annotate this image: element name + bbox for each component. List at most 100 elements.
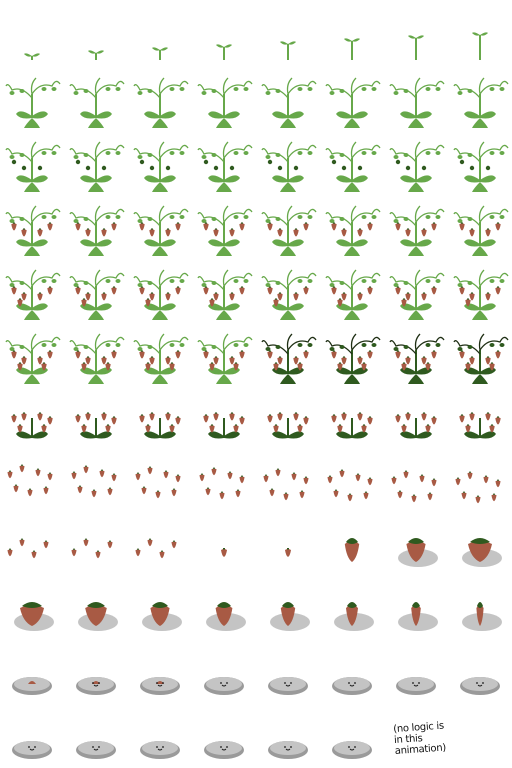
animation-frame — [0, 128, 64, 192]
animation-frame — [64, 640, 128, 704]
animation-frame — [256, 512, 320, 576]
sprite-icon — [460, 677, 500, 695]
sprite-icon — [455, 471, 501, 504]
sprite-icon — [88, 50, 104, 60]
animation-frame — [192, 128, 256, 192]
sprite-icon — [152, 47, 168, 60]
sprite-icon — [332, 741, 372, 759]
sprite-icon — [389, 77, 445, 128]
animation-frame — [192, 640, 256, 704]
animation-frame — [64, 192, 128, 256]
animation-frame — [320, 512, 384, 576]
sprite-icon — [261, 77, 317, 128]
sprite-icon — [389, 141, 445, 192]
sprite-icon — [133, 333, 189, 384]
animation-frame — [128, 256, 192, 320]
animation-frame — [128, 640, 192, 704]
animation-frame — [128, 192, 192, 256]
animation-frame — [192, 320, 256, 384]
animation-frame — [448, 192, 512, 256]
sprite-icon — [5, 269, 61, 320]
sprite-icon — [389, 333, 445, 384]
animation-frame — [320, 384, 384, 448]
sprite-icon — [398, 602, 438, 631]
sprite-icon — [69, 205, 125, 256]
sprite-icon — [344, 38, 360, 60]
sprite-icon — [14, 602, 54, 631]
animation-frame — [256, 0, 320, 64]
animation-frame — [192, 384, 256, 448]
sprite-icon — [325, 77, 381, 128]
animation-frame — [384, 192, 448, 256]
sprite-icon — [5, 205, 61, 256]
sprite-icon — [325, 333, 381, 384]
animation-frame — [384, 64, 448, 128]
sprite-icon — [139, 412, 181, 439]
animation-frame — [256, 448, 320, 512]
animation-frame — [0, 576, 64, 640]
animation-frame — [320, 64, 384, 128]
animation-frame — [384, 448, 448, 512]
animation-frame — [448, 256, 512, 320]
animation-frame — [256, 256, 320, 320]
sprite-icon — [344, 538, 360, 562]
sprite-icon — [135, 466, 181, 499]
animation-frame — [64, 512, 128, 576]
sprite-icon — [24, 53, 40, 60]
animation-frame — [448, 640, 512, 704]
animation-frame — [448, 64, 512, 128]
sprite-icon — [197, 205, 253, 256]
sprite-icon — [270, 602, 310, 631]
sprite-icon — [71, 465, 117, 498]
animation-frame — [320, 192, 384, 256]
sprite-icon — [76, 677, 116, 695]
sprite-icon — [69, 141, 125, 192]
animation-frame — [448, 320, 512, 384]
animation-frame — [128, 64, 192, 128]
sprite-icon — [197, 141, 253, 192]
animation-frame — [320, 704, 384, 768]
sprite-icon — [395, 412, 437, 439]
animation-frame — [0, 640, 64, 704]
sprite-icon — [472, 32, 488, 60]
animation-frame — [192, 256, 256, 320]
sprite-icon — [261, 333, 317, 384]
animation-frame — [320, 256, 384, 320]
animation-frame — [0, 0, 64, 64]
sprite-icon — [398, 538, 438, 567]
sprite-icon — [453, 141, 509, 192]
sprite-icon — [140, 741, 180, 759]
animation-frame — [64, 64, 128, 128]
sprite-icon — [197, 77, 253, 128]
sprite-icon — [332, 677, 372, 695]
animation-frame — [448, 384, 512, 448]
sprite-icon — [135, 538, 177, 559]
sprite-icon — [7, 538, 49, 559]
sprite-icon — [204, 677, 244, 695]
sprite-icon — [199, 467, 245, 500]
animation-frame — [320, 640, 384, 704]
sprite-icon — [7, 464, 53, 497]
sprite-icon — [268, 677, 308, 695]
sprite-icon — [459, 412, 501, 439]
animation-frame — [0, 320, 64, 384]
animation-frame — [64, 128, 128, 192]
sprite-icon — [462, 602, 502, 631]
animation-frame — [320, 128, 384, 192]
animation-frame — [128, 320, 192, 384]
sprite-icon — [325, 205, 381, 256]
sprite-icon — [142, 602, 182, 631]
sprite-icon — [280, 41, 296, 60]
sprite-icon — [71, 538, 113, 559]
animation-frame — [192, 64, 256, 128]
animation-frame — [384, 384, 448, 448]
animation-frame — [256, 576, 320, 640]
sprite-icon — [331, 412, 373, 439]
sprite-icon — [268, 741, 308, 759]
sprite-icon — [133, 269, 189, 320]
animation-frame — [256, 384, 320, 448]
sprite-icon — [12, 741, 52, 759]
animation-frame — [320, 320, 384, 384]
sprite-icon — [325, 269, 381, 320]
animation-frame — [128, 384, 192, 448]
